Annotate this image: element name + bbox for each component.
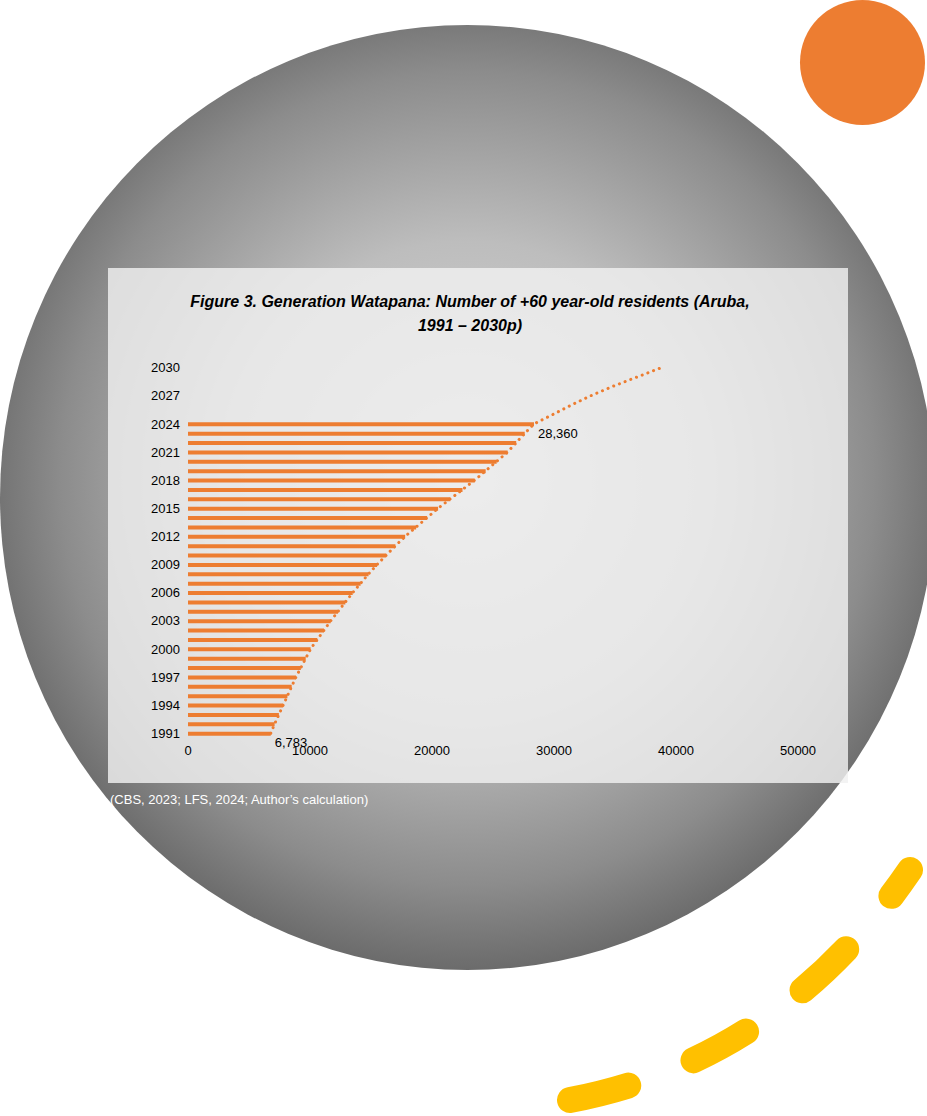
svg-text:2018: 2018 bbox=[151, 473, 180, 488]
svg-text:2027: 2027 bbox=[151, 388, 180, 403]
svg-text:1994: 1994 bbox=[151, 698, 180, 713]
svg-text:2024: 2024 bbox=[151, 417, 180, 432]
svg-text:1997: 1997 bbox=[151, 670, 180, 685]
svg-text:2030: 2030 bbox=[151, 360, 180, 375]
svg-text:20000: 20000 bbox=[414, 743, 450, 758]
svg-text:1991: 1991 bbox=[151, 726, 180, 741]
html-text:Figure 3. Generation Watapana:: Figure 3. Generation Watapana: Number of… bbox=[190, 293, 750, 334]
svg-text:2003: 2003 bbox=[151, 613, 180, 628]
html-text:(CBS, 2023; LFS, 2024; Author’: (CBS, 2023; LFS, 2024; Author’s calculat… bbox=[110, 792, 369, 807]
svg-text:2012: 2012 bbox=[151, 529, 180, 544]
svg-text:2015: 2015 bbox=[151, 501, 180, 516]
svg-text:6,783: 6,783 bbox=[275, 735, 308, 750]
svg-text:2009: 2009 bbox=[151, 557, 180, 572]
svg-text:50000: 50000 bbox=[780, 743, 816, 758]
svg-text:40000: 40000 bbox=[658, 743, 694, 758]
svg-text:30000: 30000 bbox=[536, 743, 572, 758]
svg-text:10000: 10000 bbox=[291, 743, 329, 759]
svg-text:2021: 2021 bbox=[151, 445, 180, 460]
svg-text:2000: 2000 bbox=[151, 642, 180, 657]
svg-text:0: 0 bbox=[184, 743, 191, 758]
svg-text:2006: 2006 bbox=[151, 585, 180, 600]
svg-text:28,360: 28,360 bbox=[538, 426, 578, 441]
